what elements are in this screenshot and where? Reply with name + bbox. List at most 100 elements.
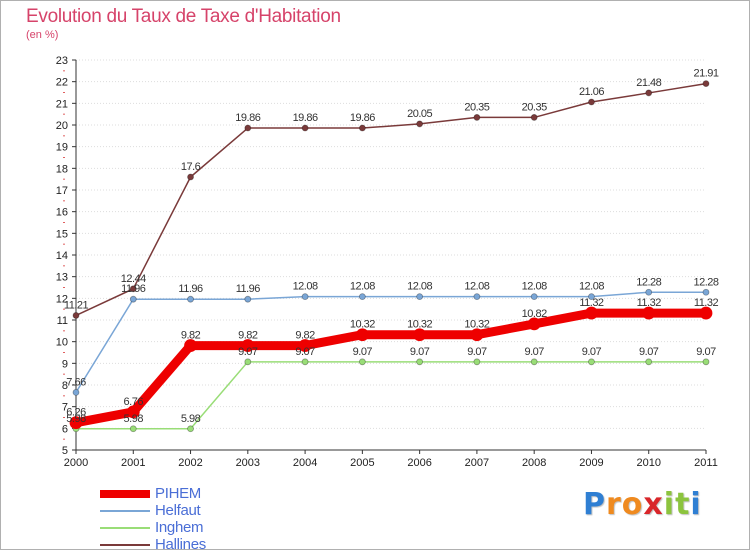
data-point	[702, 288, 710, 296]
data-label: 10.32	[464, 319, 489, 331]
data-point	[416, 358, 424, 366]
data-point	[187, 295, 194, 303]
data-point	[530, 114, 538, 121]
x-tick-label: 2005	[350, 457, 374, 469]
data-label: 19.86	[350, 112, 375, 124]
data-label: 20.35	[522, 101, 547, 113]
data-label: 12.08	[350, 281, 375, 293]
data-label: 12.44	[121, 273, 146, 285]
data-label: 12.08	[407, 281, 432, 293]
data-point	[530, 293, 538, 301]
data-point	[588, 358, 595, 366]
y-tick-label: 5	[62, 445, 68, 457]
data-point	[416, 293, 424, 301]
y-tick-label: 9	[62, 358, 68, 370]
x-tick-label: 2004	[293, 457, 317, 469]
y-tick-label: 23	[56, 55, 68, 67]
y-tick-label: 19	[56, 142, 68, 154]
y-tick-label: 22	[56, 77, 68, 89]
data-point	[69, 416, 83, 430]
data-point	[413, 328, 427, 342]
x-tick-label: 2001	[121, 457, 145, 469]
y-tick-label: 20	[56, 120, 68, 132]
data-label: 12.28	[636, 276, 661, 288]
data-point	[588, 293, 595, 301]
logo-letter: t	[675, 487, 691, 522]
data-point	[473, 358, 481, 366]
data-label: 9.82	[238, 330, 258, 342]
data-point	[241, 339, 255, 352]
x-tick-label: 2011	[694, 457, 718, 469]
y-tick-label: 6	[62, 423, 68, 435]
y-tick-label: 21	[56, 98, 68, 110]
data-label: 9.07	[582, 346, 602, 358]
y-tick-label: 10	[56, 337, 68, 349]
data-point	[129, 295, 137, 303]
logo-letter: i	[690, 487, 702, 522]
data-label: 5.98	[181, 413, 201, 425]
data-label: 21.48	[636, 77, 661, 89]
logo-letter: x	[643, 487, 664, 522]
series-line	[75, 291, 707, 394]
data-point	[470, 328, 484, 342]
data-point	[187, 425, 194, 433]
data-label: 10.32	[407, 319, 432, 331]
data-label: 17.6	[181, 161, 201, 173]
data-point	[301, 293, 309, 301]
data-label: 9.07	[410, 346, 430, 358]
data-point	[244, 358, 252, 366]
series-hallines	[72, 80, 710, 319]
y-tick-label: 16	[56, 207, 68, 219]
data-point	[642, 306, 656, 320]
data-point	[301, 124, 309, 132]
y-tick-label: 12	[56, 293, 68, 305]
y-tick-label: 15	[56, 228, 68, 240]
data-point	[184, 339, 197, 352]
x-tick-label: 2003	[236, 457, 260, 469]
data-label: 11.32	[579, 297, 604, 309]
y-tick-label: 14	[56, 250, 68, 262]
legend-label-pihem: PIHEM	[155, 485, 202, 502]
data-label: 12.08	[522, 281, 547, 293]
data-label: 10.82	[522, 308, 547, 320]
legend-label-helfaut: Helfaut	[155, 502, 201, 519]
data-label: 11.96	[236, 283, 261, 295]
data-label: 9.07	[467, 346, 487, 358]
data-point	[301, 358, 309, 366]
data-point	[126, 405, 140, 419]
data-point	[699, 306, 713, 320]
y-tick-label: 13	[56, 272, 68, 284]
y-tick-label: 18	[56, 163, 68, 175]
data-point	[416, 120, 424, 128]
data-point	[129, 285, 137, 293]
data-label: 5.98	[124, 413, 144, 425]
data-label: 20.05	[407, 108, 432, 120]
data-point	[355, 328, 369, 342]
data-label: 11.21	[64, 299, 89, 311]
logo-letter: P	[583, 487, 606, 522]
data-point	[358, 358, 366, 366]
x-tick-label: 2007	[465, 457, 489, 469]
data-label: 6.26	[66, 407, 86, 419]
legend-swatch-pihem	[100, 490, 150, 498]
data-point	[358, 124, 366, 132]
data-label: 10.32	[350, 319, 375, 331]
data-label: 12.08	[579, 281, 604, 293]
legend-label-hallines: Hallines	[155, 536, 206, 553]
legend-label-inghem: Inghem	[155, 519, 204, 536]
data-point	[702, 358, 710, 366]
data-point	[645, 288, 653, 296]
data-label: 21.91	[693, 68, 718, 80]
data-point	[72, 312, 80, 319]
data-label: 6.76	[124, 396, 144, 408]
data-label: 11.96	[121, 283, 146, 295]
data-label: 19.86	[235, 112, 260, 124]
x-tick-label: 2006	[407, 457, 431, 469]
data-point	[298, 339, 312, 352]
data-label: 9.82	[295, 330, 315, 342]
logo-letter: i	[663, 487, 676, 522]
legend-swatch-helfaut	[100, 510, 150, 512]
series-helfaut	[72, 288, 710, 396]
x-tick-label: 2000	[64, 457, 88, 469]
data-point	[244, 124, 252, 132]
